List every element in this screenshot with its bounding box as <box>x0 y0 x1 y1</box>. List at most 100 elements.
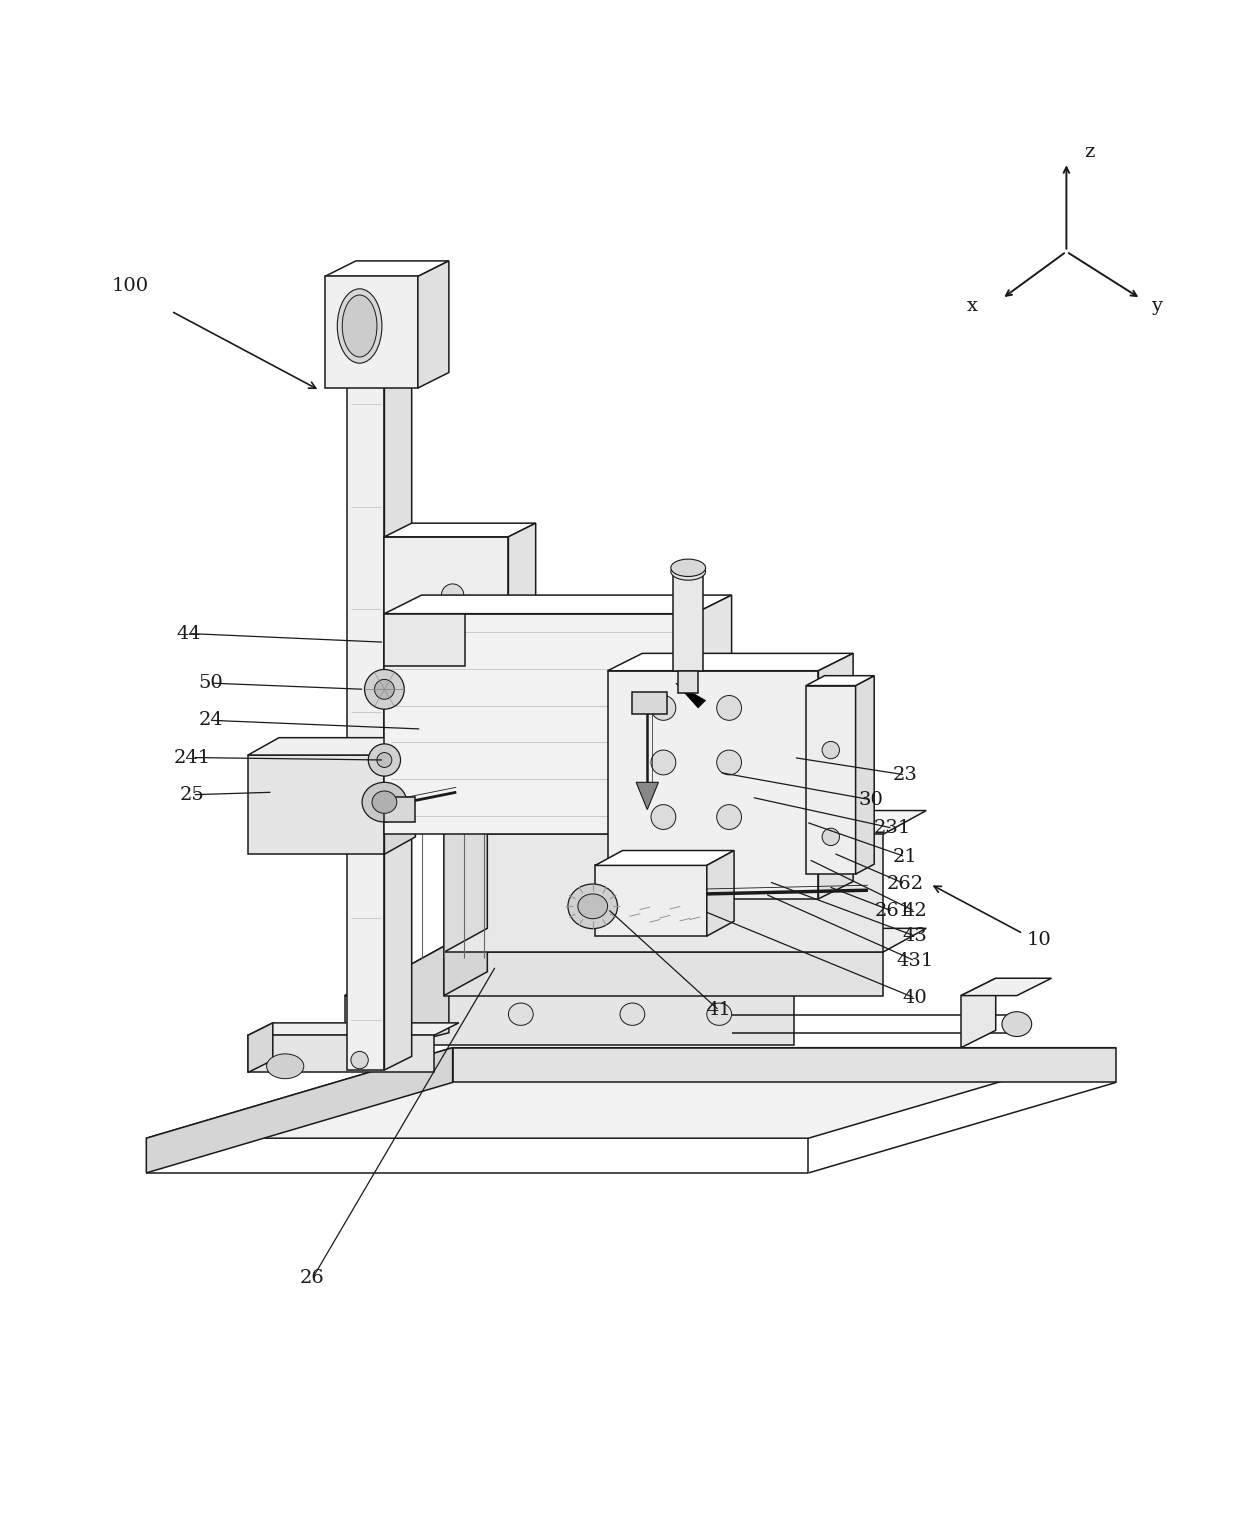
Text: 41: 41 <box>707 1002 732 1020</box>
Polygon shape <box>673 568 703 670</box>
Polygon shape <box>248 737 415 755</box>
Polygon shape <box>444 929 487 996</box>
Ellipse shape <box>822 742 839 758</box>
Text: 262: 262 <box>887 876 924 894</box>
Polygon shape <box>384 614 694 834</box>
Ellipse shape <box>717 696 742 720</box>
Polygon shape <box>248 1035 434 1073</box>
Text: 50: 50 <box>198 673 223 692</box>
Polygon shape <box>595 865 707 936</box>
Ellipse shape <box>365 669 404 710</box>
Polygon shape <box>608 654 853 670</box>
Ellipse shape <box>651 696 676 720</box>
Polygon shape <box>444 834 883 952</box>
Polygon shape <box>248 1023 459 1035</box>
Text: 43: 43 <box>903 927 928 945</box>
Ellipse shape <box>374 679 394 699</box>
Text: 241: 241 <box>174 748 211 766</box>
Ellipse shape <box>651 749 676 775</box>
Polygon shape <box>444 810 926 834</box>
Polygon shape <box>384 523 536 537</box>
Polygon shape <box>325 261 449 277</box>
Ellipse shape <box>568 885 618 929</box>
Ellipse shape <box>362 783 407 822</box>
Polygon shape <box>676 682 706 708</box>
Ellipse shape <box>671 559 706 576</box>
Ellipse shape <box>377 752 392 768</box>
Text: 23: 23 <box>893 766 918 784</box>
Polygon shape <box>384 537 508 629</box>
Polygon shape <box>632 692 667 714</box>
Ellipse shape <box>267 1053 304 1079</box>
Ellipse shape <box>717 749 742 775</box>
Polygon shape <box>418 261 449 388</box>
Ellipse shape <box>1002 1012 1032 1037</box>
Polygon shape <box>856 676 874 874</box>
Polygon shape <box>347 277 384 1070</box>
Ellipse shape <box>651 804 676 830</box>
Text: 40: 40 <box>903 990 928 1008</box>
Ellipse shape <box>608 856 632 876</box>
Ellipse shape <box>441 584 464 606</box>
Polygon shape <box>146 1047 1116 1138</box>
Polygon shape <box>399 971 794 1046</box>
Polygon shape <box>678 670 698 693</box>
Polygon shape <box>608 670 818 898</box>
Text: 10: 10 <box>1027 930 1052 948</box>
Ellipse shape <box>707 856 732 876</box>
Polygon shape <box>444 952 883 996</box>
Text: y: y <box>1151 298 1162 315</box>
Polygon shape <box>347 263 412 277</box>
Polygon shape <box>384 263 412 1070</box>
Polygon shape <box>325 277 418 388</box>
Polygon shape <box>707 851 734 936</box>
Ellipse shape <box>717 804 742 830</box>
Ellipse shape <box>822 828 839 845</box>
Polygon shape <box>961 979 1052 996</box>
Polygon shape <box>384 796 415 822</box>
Text: 30: 30 <box>858 790 883 809</box>
Polygon shape <box>453 1047 1116 1082</box>
Polygon shape <box>595 851 734 865</box>
Polygon shape <box>345 982 635 996</box>
Text: 231: 231 <box>874 819 911 838</box>
Polygon shape <box>399 944 449 1046</box>
Ellipse shape <box>707 1003 732 1026</box>
Polygon shape <box>806 676 874 686</box>
Text: x: x <box>967 298 978 315</box>
Text: 261: 261 <box>874 903 911 920</box>
Ellipse shape <box>671 562 706 581</box>
Polygon shape <box>818 654 853 898</box>
Text: 25: 25 <box>180 786 205 804</box>
Text: 431: 431 <box>897 952 934 970</box>
Ellipse shape <box>508 1003 533 1026</box>
Ellipse shape <box>368 743 401 777</box>
Polygon shape <box>248 755 384 854</box>
Ellipse shape <box>342 295 377 357</box>
Polygon shape <box>508 523 536 629</box>
Text: 26: 26 <box>300 1269 325 1287</box>
Polygon shape <box>961 979 996 1047</box>
Polygon shape <box>444 929 926 952</box>
Polygon shape <box>636 783 658 810</box>
Text: 100: 100 <box>112 277 149 295</box>
Polygon shape <box>694 596 732 834</box>
Polygon shape <box>345 996 608 1043</box>
Ellipse shape <box>337 289 382 363</box>
Text: 44: 44 <box>176 625 201 643</box>
Polygon shape <box>384 737 415 854</box>
Polygon shape <box>806 686 856 874</box>
Ellipse shape <box>372 790 397 813</box>
Text: 21: 21 <box>893 848 918 866</box>
Ellipse shape <box>578 894 608 918</box>
Text: 42: 42 <box>903 903 928 920</box>
Polygon shape <box>248 1023 273 1073</box>
Polygon shape <box>384 596 732 614</box>
Text: z: z <box>1084 143 1094 161</box>
Text: 24: 24 <box>198 711 223 730</box>
Polygon shape <box>345 982 635 996</box>
Ellipse shape <box>351 1052 368 1069</box>
Ellipse shape <box>806 856 831 876</box>
Polygon shape <box>444 810 487 952</box>
Polygon shape <box>146 1047 453 1173</box>
